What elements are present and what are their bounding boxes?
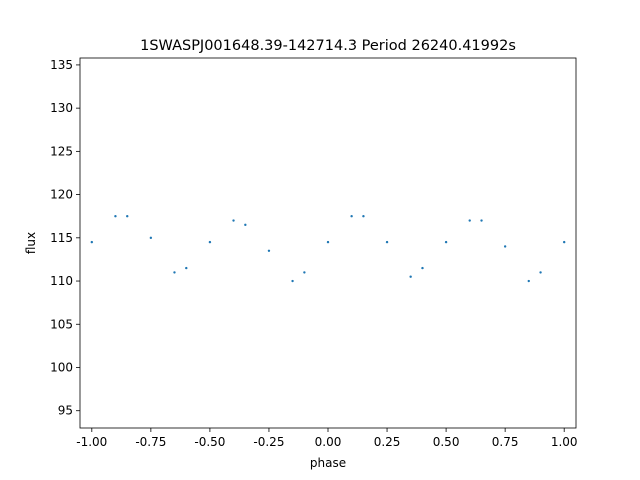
y-tick-label: 125 [50,144,73,158]
x-tick-label: 0.75 [492,435,519,449]
data-point [232,219,235,222]
x-tick-label: 0.25 [374,435,401,449]
data-point [267,249,271,252]
y-axis-ticks: 95 100 105 110 115 120 125 130 135 [50,58,80,418]
y-tick-label: 100 [50,360,73,374]
data-point [468,219,471,222]
y-tick-label: 115 [50,231,73,245]
data-point [126,215,129,218]
data-point [350,215,353,218]
x-tick-label: -0.50 [194,435,225,449]
data-point [173,271,176,274]
chart-title: 1SWASPJ001648.39-142714.3 Period 26240.4… [140,38,516,54]
data-point [114,215,117,218]
data-point [385,240,389,244]
data-point [362,215,365,218]
data-point [90,240,94,244]
y-tick-label: 130 [50,101,73,115]
data-point [208,240,212,244]
y-tick-label: 95 [58,404,73,418]
data-point [291,279,294,283]
y-tick-label: 105 [50,317,73,331]
data-point [409,275,412,278]
x-tick-label: 0.50 [433,435,460,449]
x-tick-label: -1.00 [76,435,107,449]
data-point [562,240,566,244]
x-axis-ticks: -1.00 -0.75 -0.50 -0.25 0.00 0.25 0.50 0.75 1.00 [76,428,578,449]
x-tick-label: 1.00 [551,435,578,449]
data-point [185,266,188,270]
data-point [421,266,424,270]
y-tick-label: 120 [50,188,73,202]
y-tick-label: 135 [50,58,73,72]
y-tick-label: 110 [50,274,73,288]
x-axis-label: phase [310,456,346,470]
data-point [326,240,330,244]
x-tick-label: -0.25 [253,435,284,449]
x-tick-label: -0.75 [135,435,166,449]
data-point [303,271,306,274]
data-point [149,236,153,240]
data-point [480,219,483,222]
data-point [444,240,448,244]
y-axis-label: flux [24,232,38,254]
x-tick-label: 0.00 [315,435,342,449]
data-point [503,245,507,248]
scatter-points [90,215,566,283]
data-point [244,223,247,227]
data-point [539,271,542,274]
data-point [527,279,530,283]
